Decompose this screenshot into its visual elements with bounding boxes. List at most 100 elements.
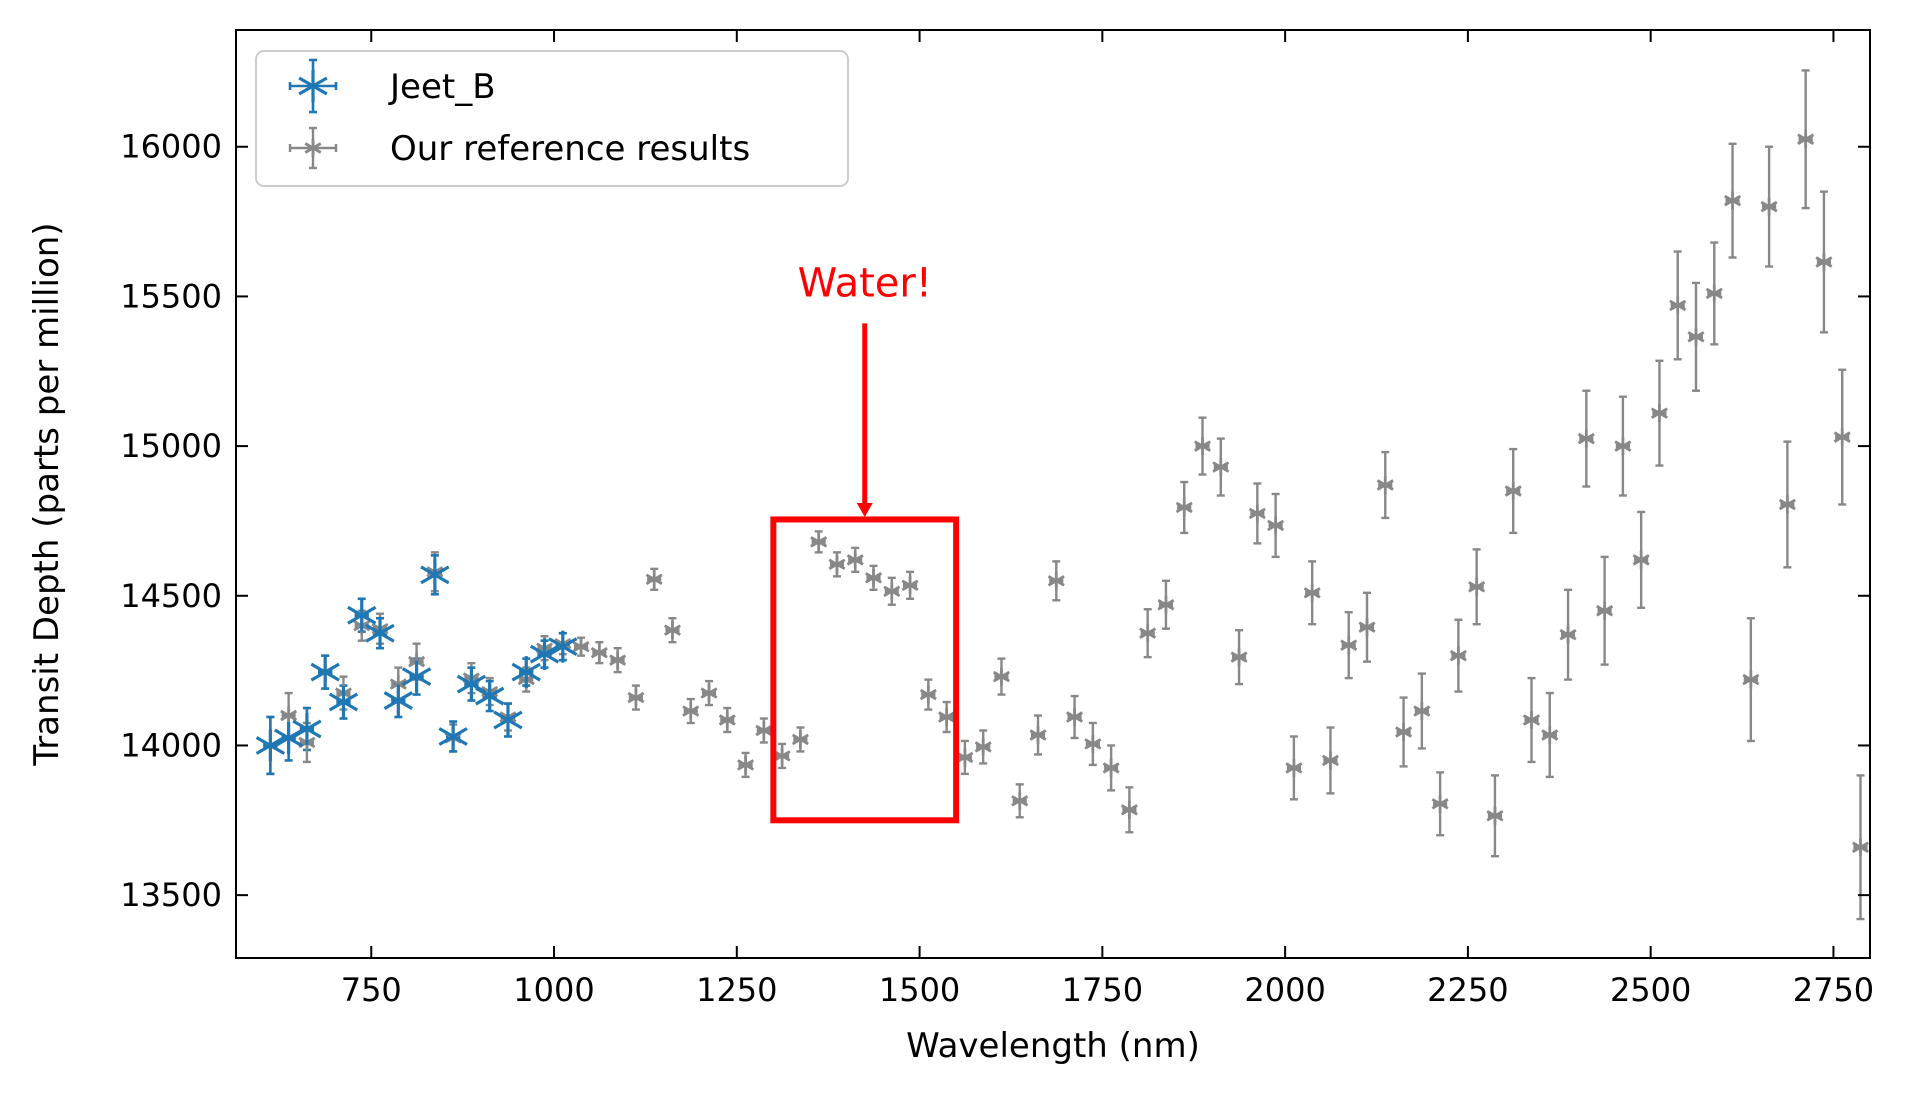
jeet-b-marker [493, 704, 523, 737]
water-arrowhead [856, 502, 873, 517]
jeet-b-marker [475, 680, 505, 713]
x-tick-label: 750 [341, 971, 402, 1009]
y-tick-label: 13500 [120, 876, 222, 914]
jeet-b-marker [310, 656, 340, 689]
reference-marker [1523, 711, 1540, 730]
reference-marker [1614, 437, 1632, 456]
x-axis: 750 1000 1250 1500 1750 2000 2250 2500 2750 [341, 30, 1874, 1009]
reference-marker [718, 711, 736, 730]
y-axis-label: Transit Depth (parts per million) [27, 222, 67, 766]
reference-marker [1724, 191, 1742, 210]
jeet-b-marker [511, 656, 541, 689]
reference-marker [609, 651, 627, 670]
reference-marker [846, 550, 864, 569]
reference-marker [1139, 624, 1157, 643]
reference-marker [700, 684, 718, 703]
reference-marker [1760, 197, 1778, 216]
reference-marker [865, 568, 883, 587]
reference-marker [663, 621, 681, 640]
reference-marker [1047, 571, 1065, 590]
reference-marker [1742, 670, 1760, 689]
reference-marker [1431, 794, 1449, 813]
reference-marker [1815, 253, 1833, 271]
x-axis-label: Wavelength (nm) [906, 1026, 1200, 1066]
x-tick-label: 2250 [1427, 971, 1508, 1009]
jeet-b-marker [292, 712, 322, 745]
reference-marker [1650, 404, 1668, 423]
reference-marker [1632, 550, 1650, 569]
plot-area: Water! [235, 29, 1871, 959]
x-tick-label: 2500 [1610, 971, 1691, 1009]
reference-marker [737, 755, 755, 774]
y-tick-label: 15000 [120, 427, 222, 465]
y-tick-label: 14000 [120, 726, 222, 764]
reference-marker [1340, 636, 1358, 655]
jeet-b-marker [383, 684, 413, 717]
reference-marker [627, 688, 645, 707]
y-tick-label: 16000 [120, 128, 222, 166]
reference-marker [1705, 284, 1723, 303]
reference-marker [572, 637, 590, 656]
y-axis: 13500 14000 14500 15000 15500 16000 [120, 128, 1870, 914]
reference-marker [1376, 476, 1394, 495]
reference-marker [645, 570, 663, 589]
reference-marker [1449, 646, 1467, 665]
reference-marker [1797, 130, 1815, 149]
reference-marker [1303, 583, 1321, 602]
reference-marker [1852, 838, 1869, 857]
legend-jeet-b-star [298, 70, 328, 102]
reference-marker [1194, 437, 1212, 456]
legend: Jeet_B Our reference results [255, 50, 849, 187]
reference-marker [1541, 725, 1559, 744]
jeet-b-marker [328, 686, 359, 719]
reference-marker [1504, 482, 1522, 501]
reference-marker [1267, 516, 1285, 535]
reference-marker [1468, 577, 1486, 596]
x-tick-label: 1250 [696, 971, 777, 1009]
reference-marker [1358, 618, 1376, 637]
x-tick-label: 2750 [1793, 971, 1874, 1009]
reference-marker [1102, 758, 1120, 777]
jeet-b-marker [438, 720, 468, 753]
reference-marker [1596, 601, 1614, 620]
jeet-b-marker [365, 617, 395, 650]
legend-marker-jeet-b [288, 58, 338, 114]
reference-marker [1248, 504, 1266, 523]
reference-marker [590, 643, 608, 662]
reference-marker [1559, 625, 1577, 644]
jeet-b-marker [255, 729, 286, 762]
reference-marker [1669, 296, 1687, 315]
reference-marker [1486, 806, 1504, 825]
reference-marker [773, 746, 791, 765]
legend-marker-reference [288, 126, 338, 170]
legend-label-reference: Our reference results [390, 129, 750, 169]
reference-marker [1175, 498, 1193, 517]
reference-marker [1011, 791, 1029, 810]
reference-marker [919, 685, 937, 704]
reference-marker [1120, 800, 1138, 819]
reference-marker [1778, 495, 1796, 514]
axes-frame [235, 29, 1871, 959]
reference-marker [1395, 722, 1413, 741]
x-tick-label: 1000 [513, 971, 594, 1009]
reference-marker [791, 730, 809, 749]
reference-marker [1084, 734, 1102, 753]
y-tick-label: 15500 [120, 277, 222, 315]
reference-marker [1687, 327, 1705, 346]
reference-marker [901, 576, 919, 595]
legend-label-jeet-b: Jeet_B [388, 67, 496, 107]
water-highlight-box [770, 516, 960, 824]
reference-marker [1321, 751, 1339, 770]
reference-marker [1029, 725, 1047, 744]
reference-marker [1212, 458, 1230, 477]
jeet-b-marker [529, 638, 560, 671]
annotation: Water! [770, 260, 960, 824]
reference-marker [1577, 429, 1595, 448]
reference-marker [755, 721, 773, 740]
markers [255, 130, 1869, 857]
reference-marker [974, 737, 992, 756]
legend-reference-star [304, 139, 322, 157]
water-annotation: Water! [798, 260, 932, 306]
reference-marker [1066, 708, 1084, 727]
